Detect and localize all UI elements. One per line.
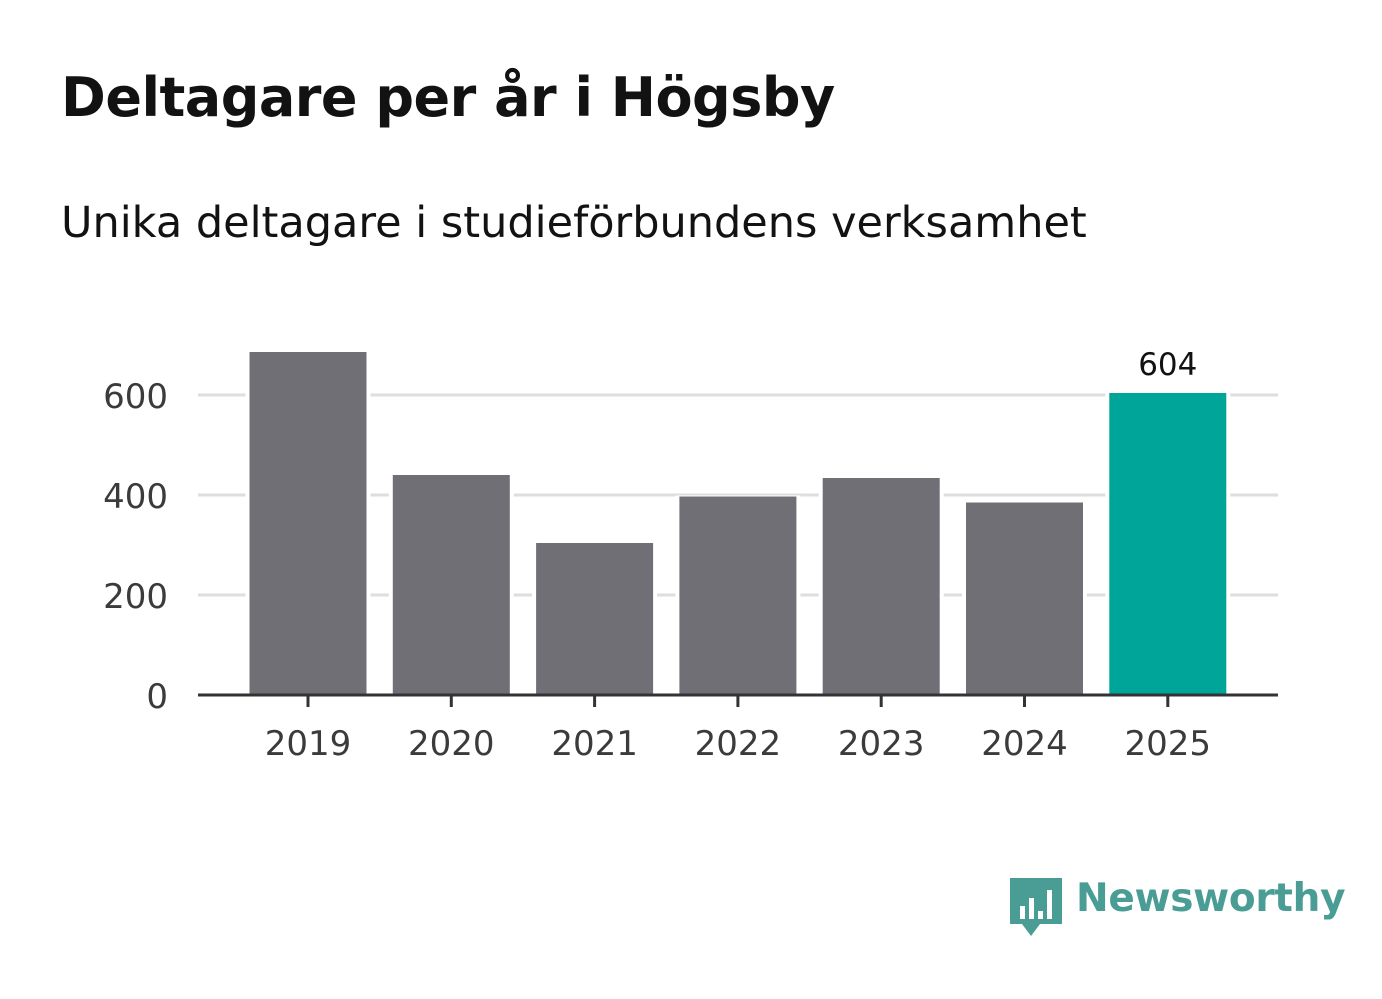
brand-name: Newsworthy — [1076, 876, 1346, 921]
bar — [822, 478, 940, 695]
bar — [1109, 393, 1227, 695]
bar — [249, 352, 367, 695]
x-tick-label: 2020 — [408, 724, 495, 764]
chart-title: Deltagare per år i Högsby — [61, 66, 835, 129]
x-tick-label: 2025 — [1125, 724, 1212, 764]
y-tick-label: 600 — [103, 377, 168, 417]
y-tick-label: 400 — [103, 477, 168, 517]
bar — [679, 496, 797, 695]
chart-subtitle: Unika deltagare i studieförbundens verks… — [61, 198, 1087, 248]
newsworthy-logo-icon — [1010, 878, 1062, 936]
data-label: 604 — [1138, 347, 1197, 383]
x-tick-label: 2023 — [838, 724, 925, 764]
x-tick-label: 2019 — [265, 724, 352, 764]
bar — [966, 502, 1083, 695]
bar — [392, 475, 510, 695]
x-tick-label: 2021 — [551, 724, 638, 764]
y-tick-label: 200 — [103, 577, 168, 617]
x-tick-label: 2022 — [695, 724, 782, 764]
bar — [536, 543, 654, 695]
x-tick-label: 2024 — [981, 724, 1068, 764]
newsworthy-brand: Newsworthy — [1010, 876, 1346, 942]
y-tick-label: 0 — [146, 677, 168, 717]
